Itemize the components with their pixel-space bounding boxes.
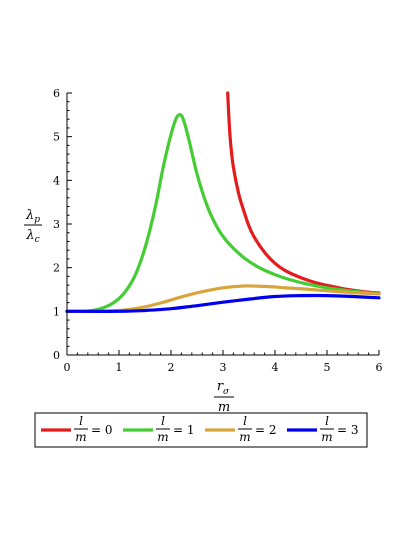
legend-numerator: l <box>79 414 83 428</box>
y-tick-label: 2 <box>53 262 60 275</box>
legend-item-1: lm = 1 <box>123 414 195 444</box>
legend-numerator: l <box>161 414 165 428</box>
legend-denominator: m <box>75 430 86 444</box>
x-axis-label: rσ m <box>214 379 234 415</box>
series-line-3 <box>65 293 381 313</box>
legend-value: = 0 <box>91 423 113 437</box>
x-tick-label: 0 <box>64 361 71 374</box>
legend-numerator: l <box>325 414 329 428</box>
x-tick-label: 1 <box>116 361 123 374</box>
legend-value: = 1 <box>173 423 195 437</box>
legend-denominator: m <box>239 430 250 444</box>
legend-denominator: m <box>321 430 332 444</box>
legend-item-2: lm = 2 <box>205 414 277 444</box>
x-tick-label: 6 <box>376 361 383 374</box>
x-tick-label: 3 <box>220 361 227 374</box>
x-label-denominator: m <box>218 400 230 415</box>
series-line-0 <box>226 91 381 295</box>
legend-item-0: lm = 0 <box>41 414 113 444</box>
legend: lm = 0lm = 1lm = 2lm = 3 <box>34 412 368 448</box>
x-tick-label: 5 <box>324 361 331 374</box>
y-axis-label: λp λc <box>24 208 42 245</box>
y-tick-label: 6 <box>53 87 60 100</box>
y-tick-label: 5 <box>53 131 60 144</box>
legend-numerator: l <box>243 414 247 428</box>
series-layer <box>65 91 381 313</box>
y-tick-label: 0 <box>53 349 60 362</box>
x-tick-label: 2 <box>168 361 175 374</box>
y-tick-label: 3 <box>53 218 60 231</box>
y-label-numerator: λp <box>25 208 40 225</box>
x-ticks: 0 1 2 3 4 5 6 <box>64 350 383 374</box>
x-label-numerator: rσ <box>217 379 230 397</box>
y-ticks: 0 1 2 3 4 5 6 <box>53 87 72 362</box>
y-tick-label: 4 <box>53 174 60 187</box>
y-tick-label: 1 <box>53 305 60 318</box>
legend-value: = 2 <box>255 423 277 437</box>
series-line-2 <box>65 284 381 313</box>
legend-denominator: m <box>157 430 168 444</box>
legend-items: lm = 0lm = 1lm = 2lm = 3 <box>41 414 359 444</box>
x-tick-label: 4 <box>272 361 279 374</box>
axes: 0 1 2 3 4 5 6 0 1 2 3 4 5 6 <box>53 87 383 374</box>
legend-value: = 3 <box>337 423 359 437</box>
legend-item-3: lm = 3 <box>287 414 359 444</box>
series-line-1 <box>65 113 381 313</box>
y-label-denominator: λc <box>25 228 39 245</box>
